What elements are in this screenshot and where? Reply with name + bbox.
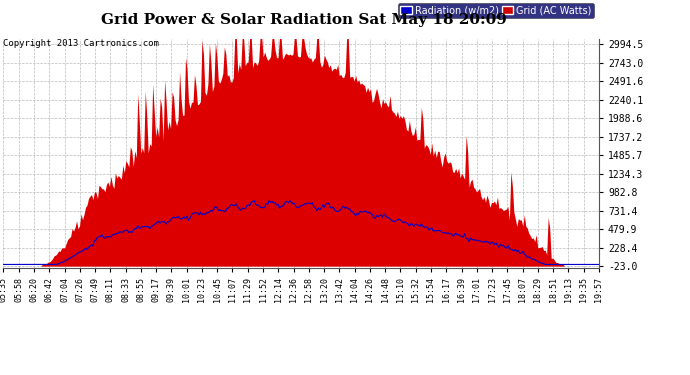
Legend: Radiation (w/m2), Grid (AC Watts): Radiation (w/m2), Grid (AC Watts): [397, 3, 594, 18]
Text: Copyright 2013 Cartronics.com: Copyright 2013 Cartronics.com: [3, 39, 159, 48]
Text: Grid Power & Solar Radiation Sat May 18 20:09: Grid Power & Solar Radiation Sat May 18 …: [101, 13, 506, 27]
